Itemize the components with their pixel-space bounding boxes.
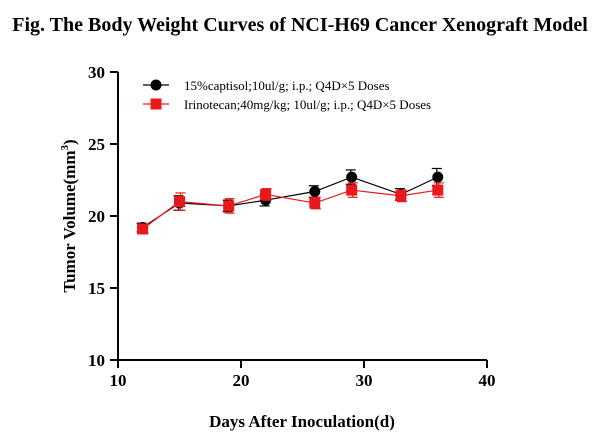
x-tick-label: 20 bbox=[233, 371, 250, 390]
x-tick-label: 30 bbox=[356, 371, 373, 390]
x-tick-label: 10 bbox=[110, 371, 127, 390]
data-point bbox=[223, 200, 235, 212]
y-axis-title-close: ) bbox=[60, 139, 79, 145]
y-tick-label: 15 bbox=[88, 279, 105, 298]
series-line bbox=[142, 189, 438, 230]
data-point bbox=[432, 171, 444, 183]
series-1 bbox=[137, 182, 444, 235]
data-point bbox=[260, 188, 272, 200]
data-point bbox=[346, 184, 358, 196]
y-axis-title: Tumor Volume(mm3) bbox=[59, 139, 79, 292]
chart-title: Fig. The Body Weight Curves of NCI-H69 C… bbox=[12, 14, 588, 36]
series-layer bbox=[136, 167, 444, 235]
legend-label-vehicle: 15%captisol;10ul/g; i.p.; Q4D×5 Doses bbox=[184, 78, 390, 93]
data-point bbox=[346, 171, 358, 183]
y-tick-label: 25 bbox=[88, 135, 105, 154]
y-tick-label: 30 bbox=[88, 63, 105, 82]
y-tick-label: 10 bbox=[88, 351, 105, 370]
data-point bbox=[137, 223, 149, 235]
data-point bbox=[432, 184, 444, 196]
x-axis-title: Days After Inoculation(d) bbox=[209, 412, 395, 431]
data-point bbox=[309, 197, 321, 209]
legend-item-irinotecan: Irinotecan;40mg/kg; 10ul/g; i.p.; Q4D×5 … bbox=[143, 97, 431, 112]
data-point bbox=[395, 190, 407, 202]
x-ticks: 10 20 30 40 bbox=[110, 360, 496, 390]
y-tick-label: 20 bbox=[88, 207, 105, 226]
series-line bbox=[142, 176, 439, 229]
legend-label-irinotecan: Irinotecan;40mg/kg; 10ul/g; i.p.; Q4D×5 … bbox=[184, 97, 431, 112]
y-axis-title-main: Tumor Volume(mm bbox=[60, 151, 79, 293]
legend-marker-irinotecan bbox=[150, 98, 162, 110]
legend-item-vehicle: 15%captisol;10ul/g; i.p.; Q4D×5 Doses bbox=[143, 78, 390, 93]
x-tick-label: 40 bbox=[479, 371, 496, 390]
y-axis-title-sup: 3 bbox=[59, 145, 71, 151]
legend: 15%captisol;10ul/g; i.p.; Q4D×5 Doses Ir… bbox=[143, 78, 431, 112]
data-point bbox=[309, 186, 321, 198]
data-point bbox=[174, 196, 185, 208]
legend-marker-vehicle bbox=[150, 79, 162, 91]
y-ticks: 10 15 20 25 30 bbox=[88, 63, 118, 370]
